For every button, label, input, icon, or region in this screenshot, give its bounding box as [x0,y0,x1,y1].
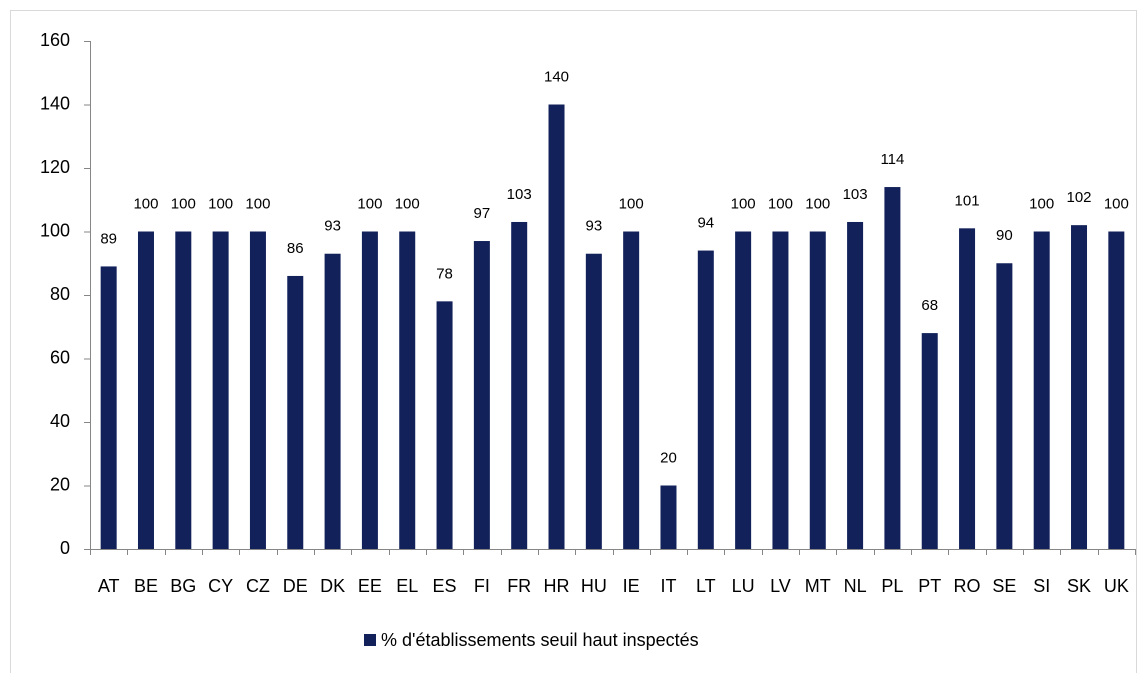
x-tick-label: MT [805,576,831,596]
bar [548,104,565,549]
bar [473,241,490,549]
bar [212,231,229,549]
bar [809,231,826,549]
y-tick-label: 0 [60,538,70,558]
data-label: 68 [921,297,938,314]
data-label: 20 [660,449,677,466]
y-tick-label: 160 [40,30,70,50]
bar [287,275,304,549]
data-label: 114 [880,151,904,168]
y-tick-label: 140 [40,93,70,113]
x-tick-label: IT [660,576,676,596]
data-label: 90 [996,227,1013,244]
data-label: 86 [287,240,304,257]
data-label: 78 [436,265,453,282]
bar [884,187,901,550]
bar [1071,225,1088,549]
data-label: 100 [357,195,382,212]
data-label: 89 [100,230,117,247]
x-tick-label: LU [732,576,755,596]
bar [324,253,341,549]
x-tick-label: PL [881,576,903,596]
data-label: 100 [731,195,756,212]
bar [100,266,117,549]
x-tick-label: HR [544,576,570,596]
x-tick-label: FR [507,576,531,596]
bar [772,231,789,549]
x-tick-label: UK [1104,576,1129,596]
bar [623,231,640,549]
x-tick-label: LV [770,576,791,596]
bar [249,231,266,549]
bar [175,231,192,549]
data-label: 100 [805,195,830,212]
bar [511,221,528,549]
bar [399,231,416,549]
data-label: 100 [245,195,270,212]
x-tick-label: LT [696,576,716,596]
data-label: 100 [133,195,158,212]
data-label: 100 [171,195,196,212]
legend-label: % d'établissements seuil haut inspectés [381,630,699,650]
bar [959,228,976,549]
data-label: 97 [474,205,491,222]
x-tick-label: HU [581,576,607,596]
bar [1033,231,1050,549]
x-tick-label: SE [992,576,1016,596]
bar [436,301,453,549]
x-tick-label: CY [208,576,233,596]
x-tick-label: EE [358,576,382,596]
data-label: 103 [843,186,868,203]
x-tick-label: CZ [246,576,270,596]
y-tick-label: 120 [40,157,70,177]
y-tick-label: 60 [50,347,70,367]
bar [361,231,378,549]
data-label: 100 [619,195,644,212]
x-tick-label: BG [170,576,196,596]
bar [996,263,1013,549]
bar [137,231,154,549]
y-tick-label: 100 [40,220,70,240]
data-label: 100 [1104,195,1129,212]
x-tick-label: IE [623,576,640,596]
data-label: 100 [208,195,233,212]
data-label: 93 [324,218,341,235]
data-label: 103 [507,186,532,203]
bar [921,333,938,549]
bar [585,253,602,549]
bar [660,485,677,549]
x-tick-label: PT [918,576,941,596]
y-tick-label: 40 [50,411,70,431]
data-label: 140 [544,68,569,85]
data-label: 93 [585,218,602,235]
bar [847,221,864,549]
data-label: 102 [1067,189,1092,206]
chart-border [10,10,1137,673]
data-label: 101 [955,192,980,209]
x-tick-label: ES [433,576,457,596]
y-tick-label: 20 [50,474,70,494]
x-tick-label: DE [283,576,308,596]
data-label: 94 [697,215,714,232]
x-tick-label: DK [320,576,345,596]
x-tick-label: EL [396,576,418,596]
data-label: 100 [1029,195,1054,212]
x-tick-label: RO [954,576,981,596]
data-label: 100 [395,195,420,212]
y-tick-label: 80 [50,284,70,304]
x-tick-label: SI [1033,576,1050,596]
bar [697,250,714,550]
x-tick-label: BE [134,576,158,596]
bar [1108,231,1125,549]
bar [735,231,752,549]
x-tick-label: SK [1067,576,1091,596]
legend-swatch [364,634,376,646]
x-tick-label: FI [474,576,490,596]
x-tick-label: NL [844,576,867,596]
x-tick-label: AT [98,576,120,596]
data-label: 100 [768,195,793,212]
